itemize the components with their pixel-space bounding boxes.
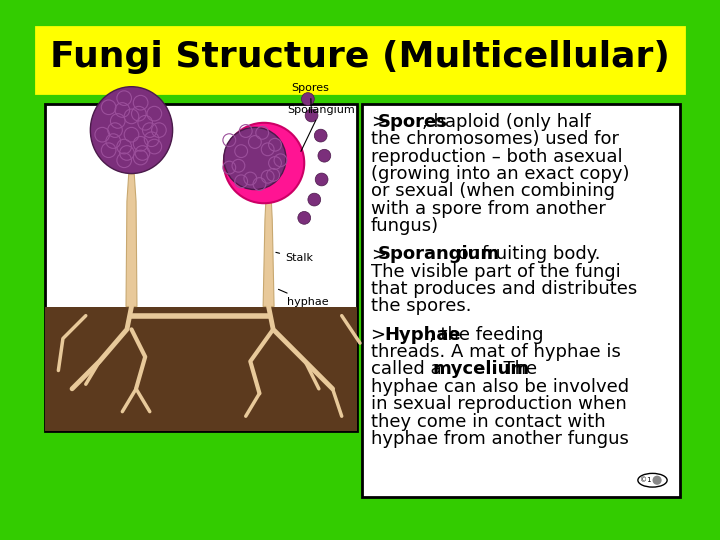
Circle shape [315,129,327,142]
Text: threads. A mat of hyphae is: threads. A mat of hyphae is [371,343,621,361]
Text: called a: called a [371,361,447,379]
Circle shape [224,123,305,203]
Bar [362,104,680,497]
Text: mycelium: mycelium [433,361,530,379]
Text: >: > [371,326,392,344]
Bar [35,27,685,93]
Text: The visible part of the fungi: The visible part of the fungi [371,262,621,281]
Text: with a spore from another: with a spore from another [371,200,606,218]
Ellipse shape [224,127,286,190]
Text: (growing into an exact copy): (growing into an exact copy) [371,165,629,183]
Bar [45,307,357,431]
Text: reproduction – both asexual: reproduction – both asexual [371,147,623,166]
Text: fungus): fungus) [371,217,439,235]
Circle shape [318,149,330,162]
Text: the spores.: the spores. [371,298,472,315]
Text: Fungi Structure (Multicellular): Fungi Structure (Multicellular) [50,40,670,74]
Circle shape [652,476,662,485]
Ellipse shape [90,87,173,173]
Text: Stalk: Stalk [276,252,313,263]
Text: that produces and distributes: that produces and distributes [371,280,637,298]
Text: or fruiting body.: or fruiting body. [451,245,600,264]
Text: they come in contact with: they come in contact with [371,413,606,430]
Text: >: > [371,245,386,264]
Circle shape [302,93,315,105]
Text: >: > [371,113,386,131]
Text: or sexual (when combining: or sexual (when combining [371,183,615,200]
Polygon shape [263,201,274,307]
Bar [45,104,357,431]
Text: in sexual reproduction when: in sexual reproduction when [371,395,626,413]
Text: Spores: Spores [292,83,329,113]
Text: , haploid (only half: , haploid (only half [422,113,590,131]
Circle shape [298,212,310,224]
Text: Sporangium: Sporangium [287,105,355,151]
Text: . The: . The [492,361,537,379]
Text: hyphae can also be involved: hyphae can also be involved [371,378,629,396]
Text: Hyphae: Hyphae [384,326,462,344]
Text: hyphae from another fungus: hyphae from another fungus [371,430,629,448]
Text: hyphae: hyphae [279,289,328,307]
Circle shape [308,193,320,206]
Circle shape [315,173,328,186]
Text: ©1: ©1 [639,477,652,483]
Polygon shape [126,174,137,307]
Text: Spores: Spores [378,113,448,131]
Circle shape [305,109,318,122]
Ellipse shape [638,474,667,487]
Text: the chromosomes) used for: the chromosomes) used for [371,130,619,148]
Text: Sporangium: Sporangium [378,245,500,264]
Text: , the feeding: , the feeding [429,326,544,344]
